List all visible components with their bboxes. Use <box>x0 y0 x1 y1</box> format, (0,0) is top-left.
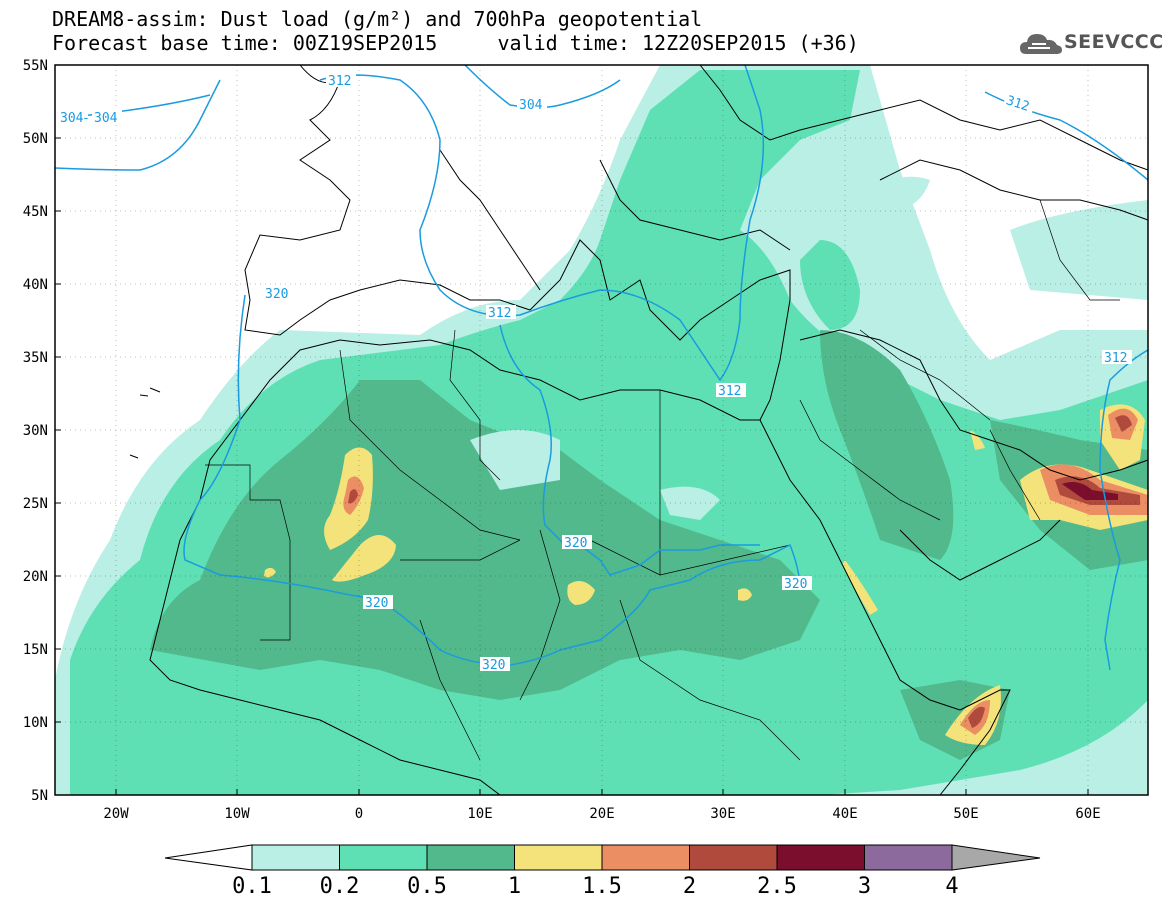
colorbar-swatch <box>776 844 865 871</box>
lon-label: 60E <box>1075 806 1100 822</box>
lon-label: 40E <box>832 806 857 822</box>
lat-label: 45N <box>23 204 48 220</box>
contour-label: 320 <box>784 577 807 592</box>
lat-label: 50N <box>23 131 48 147</box>
lon-label: 30E <box>710 806 735 822</box>
lat-label: 5N <box>31 788 48 804</box>
lon-label: 10W <box>224 806 250 822</box>
lat-label: 35N <box>23 350 48 366</box>
contour-label-group: 304 - 304 312 304 312 312 312 312 320 32… <box>58 73 1132 673</box>
seevccc-logo: SEEVCCC <box>1018 26 1163 60</box>
lat-label: 30N <box>23 423 48 439</box>
colorbar-swatch <box>426 844 515 871</box>
contour-label: 312 <box>1104 351 1127 366</box>
lon-label: 20W <box>103 806 129 822</box>
colorbar-label: 3 <box>858 874 871 899</box>
colorbar-label: 2.5 <box>757 874 797 899</box>
lon-label: 50E <box>953 806 978 822</box>
colorbar-swatch <box>689 844 778 871</box>
lat-label: 15N <box>23 642 48 658</box>
cloud-icon <box>1020 34 1062 54</box>
contour-label: 304 <box>60 111 84 126</box>
map-plot-area: 304 - 304 312 304 312 312 312 312 320 32… <box>55 65 1148 795</box>
contour-label: 304 <box>94 111 118 126</box>
lon-label: 10E <box>467 806 492 822</box>
colorbar-swatch <box>864 844 953 871</box>
colorbar: 0.1 0.2 0.5 1 1.5 2 2.5 3 4 <box>164 844 1041 899</box>
contour-label: 312 <box>488 306 511 321</box>
colorbar-label: 4 <box>945 874 958 899</box>
contour-label: 320 <box>265 287 288 302</box>
colorbar-upper-arrow <box>951 844 1041 871</box>
colorbar-swatch <box>601 844 690 871</box>
lon-labels: 20W 10W 0 10E 20E 30E 40E 50E 60E <box>103 806 1100 822</box>
lat-label: 55N <box>23 58 48 74</box>
lat-labels: 55N 50N 45N 40N 35N 30N 25N 20N 15N 10N … <box>23 58 48 804</box>
chart-title: DREAM8-assim: Dust load (g/m²) and 700hP… <box>52 7 703 31</box>
contour-label: 304 <box>519 98 543 113</box>
colorbar-lower-arrow <box>164 844 253 871</box>
lon-label: 20E <box>589 806 614 822</box>
colorbar-labels: 0.1 0.2 0.5 1 1.5 2 2.5 3 4 <box>232 874 959 899</box>
lon-label: 0 <box>355 806 363 822</box>
colorbar-swatches <box>251 844 953 871</box>
graticule <box>55 65 1148 795</box>
country-borders <box>205 199 1120 761</box>
colorbar-swatch <box>514 844 603 871</box>
lat-label: 40N <box>23 277 48 293</box>
colorbar-label: 1 <box>508 874 521 899</box>
svg-text:-: - <box>82 111 90 126</box>
contour-label: 320 <box>564 536 587 551</box>
lat-label: 20N <box>23 569 48 585</box>
chart-subtitle: Forecast base time: 00Z19SEP2015 valid t… <box>52 31 859 55</box>
contour-label: 312 <box>328 74 351 89</box>
contour-label: 320 <box>365 596 388 611</box>
colorbar-label: 0.1 <box>232 874 272 899</box>
colorbar-swatch <box>339 844 428 871</box>
contour-label: 320 <box>482 658 505 673</box>
axis-ticks <box>55 64 1089 796</box>
coastlines <box>129 65 1148 795</box>
colorbar-label: 1.5 <box>582 874 622 899</box>
colorbar-label: 0.5 <box>407 874 447 899</box>
colorbar-label: 0.2 <box>320 874 360 899</box>
contour-label: 312 <box>718 384 741 399</box>
colorbar-swatch <box>251 844 340 871</box>
lat-label: 10N <box>23 715 48 731</box>
dust-shading-level-0.5 <box>150 330 1148 760</box>
logo-text: SEEVCCC <box>1064 31 1164 53</box>
colorbar-label: 2 <box>683 874 696 899</box>
contour-label: 312 <box>1004 93 1031 115</box>
lat-label: 25N <box>23 496 48 512</box>
